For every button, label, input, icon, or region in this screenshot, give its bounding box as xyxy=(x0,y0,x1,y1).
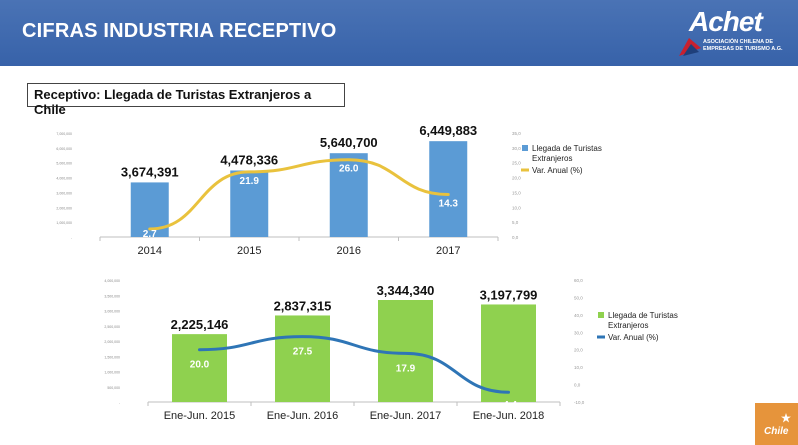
bottom-bar-value-label: 2,837,315 xyxy=(274,298,332,313)
bottom-bar xyxy=(378,299,433,402)
top-left-tick-label: 4,000,000 xyxy=(56,177,72,181)
top-left-tick-label: 5,000,000 xyxy=(56,162,72,166)
header-banner: CIFRAS INDUSTRIA RECEPTIVO Achet ASOCIAC… xyxy=(0,0,798,66)
bottom-legend-line-label: Var. Anual (%) xyxy=(608,333,659,342)
bottom-left-tick-label: 3,500,000 xyxy=(104,294,120,298)
bottom-right-tick-label: 40,0 xyxy=(574,313,583,318)
top-category-label: 2015 xyxy=(237,245,261,257)
bottom-category-label: Ene-Jun. 2017 xyxy=(370,410,442,422)
bottom-right-tick-label: 60,0 xyxy=(574,278,583,283)
bottom-variation-line xyxy=(198,335,510,394)
top-left-tick-label: 3,000,000 xyxy=(56,191,72,195)
bottom-left-tick-label: 1,500,000 xyxy=(104,355,120,359)
top-bar xyxy=(429,141,468,237)
logo-subtitle: ASOCIACIÓN CHILENA DE EMPRESAS DE TURISM… xyxy=(703,39,783,52)
bottom-category-label: Ene-Jun. 2015 xyxy=(164,410,236,422)
bottom-category-label: Ene-Jun. 2018 xyxy=(473,410,545,422)
top-bar xyxy=(329,153,368,237)
bottom-variation-value-label: 27.5 xyxy=(293,347,313,358)
top-category-label: 2016 xyxy=(337,245,361,257)
top-left-tick-label: 7,000,000 xyxy=(56,132,72,136)
star-icon xyxy=(781,413,791,423)
top-variation-value-label: 21.9 xyxy=(240,176,260,187)
top-bar-value-label: 6,449,883 xyxy=(419,123,477,138)
page-title: CIFRAS INDUSTRIA RECEPTIVO xyxy=(22,20,337,42)
bottom-legend-bar-label: Llegada de Turistas xyxy=(608,311,678,320)
top-variation-line xyxy=(148,158,450,231)
bottom-bar-value-label: 3,197,799 xyxy=(480,287,538,302)
achet-logo: Achet ASOCIACIÓN CHILENA DE EMPRESAS DE … xyxy=(675,6,793,62)
top-legend-bar-label: Llegada de Turistas xyxy=(532,144,602,153)
bottom-variation-value-label: -4.4 xyxy=(500,400,518,411)
top-variation-value-label: 26.0 xyxy=(339,164,359,175)
bottom-left-tick-label: 500,000 xyxy=(107,386,120,390)
bottom-left-tick-label: 2,500,000 xyxy=(104,325,120,329)
top-left-tick-label: 6,000,000 xyxy=(56,147,72,151)
top-right-tick-label: 30,0 xyxy=(512,146,521,151)
top-bar xyxy=(230,170,269,237)
logo-wordmark: Achet xyxy=(689,6,763,37)
bottom-right-tick-label: -10,0 xyxy=(574,400,585,405)
bottom-variation-value-label: 20.0 xyxy=(190,360,210,371)
chile-brand-badge: Chile xyxy=(755,403,798,445)
bottom-category-label: Ene-Jun. 2016 xyxy=(267,410,339,422)
top-variation-value-label: 2.7 xyxy=(143,229,157,240)
top-legend-bar-swatch xyxy=(522,145,528,151)
bottom-left-tick-label: 4,000,000 xyxy=(104,279,120,283)
top-right-tick-label: 25,0 xyxy=(512,161,521,166)
bottom-legend-bar-swatch xyxy=(598,312,604,318)
top-bar-value-label: 3,674,391 xyxy=(121,164,179,179)
top-legend-line-label: Var. Anual (%) xyxy=(532,166,583,175)
bottom-left-tick-label: 2,000,000 xyxy=(104,340,120,344)
bottom-bar-value-label: 2,225,146 xyxy=(171,317,229,332)
chile-label: Chile xyxy=(764,426,789,437)
bottom-right-tick-label: 50,0 xyxy=(574,295,583,300)
bottom-bar-value-label: 3,344,340 xyxy=(377,283,435,298)
top-left-tick-label: - xyxy=(71,236,73,240)
bottom-bar xyxy=(172,334,227,402)
top-bar-value-label: 4,478,336 xyxy=(220,152,278,167)
top-legend-bar-label-line2: Extranjeros xyxy=(532,154,572,163)
top-category-label: 2017 xyxy=(436,245,460,257)
top-bar-value-label: 5,640,700 xyxy=(320,135,378,150)
bottom-legend-bar-label-line2: Extranjeros xyxy=(608,321,648,330)
bottom-variation-value-label: 17.9 xyxy=(396,363,416,374)
top-left-tick-label: 1,000,000 xyxy=(56,221,72,225)
top-right-tick-label: 15,0 xyxy=(512,190,521,195)
top-category-label: 2014 xyxy=(138,245,162,257)
top-variation-value-label: 14.3 xyxy=(439,199,459,210)
bottom-right-tick-label: 10,0 xyxy=(574,365,583,370)
top-right-tick-label: 20,0 xyxy=(512,176,521,181)
top-right-tick-label: 35,0 xyxy=(512,131,521,136)
bottom-right-tick-label: 30,0 xyxy=(574,330,583,335)
top-right-tick-label: 5,0 xyxy=(512,220,519,225)
bottom-bar xyxy=(481,304,536,402)
chart-subtitle: Receptivo: Llegada de Turistas Extranjer… xyxy=(27,83,345,117)
logo-emblem-icon xyxy=(679,38,701,56)
bottom-left-tick-label: - xyxy=(119,401,121,405)
top-left-tick-label: 2,000,000 xyxy=(56,206,72,210)
bottom-left-tick-label: 1,000,000 xyxy=(104,371,120,375)
top-right-tick-label: 0,0 xyxy=(512,235,519,240)
bottom-right-tick-label: 20,0 xyxy=(574,348,583,353)
top-right-tick-label: 10,0 xyxy=(512,205,521,210)
bottom-bar xyxy=(275,315,330,402)
bottom-right-tick-label: 0,0 xyxy=(574,383,581,388)
bottom-left-tick-label: 3,000,000 xyxy=(104,310,120,314)
